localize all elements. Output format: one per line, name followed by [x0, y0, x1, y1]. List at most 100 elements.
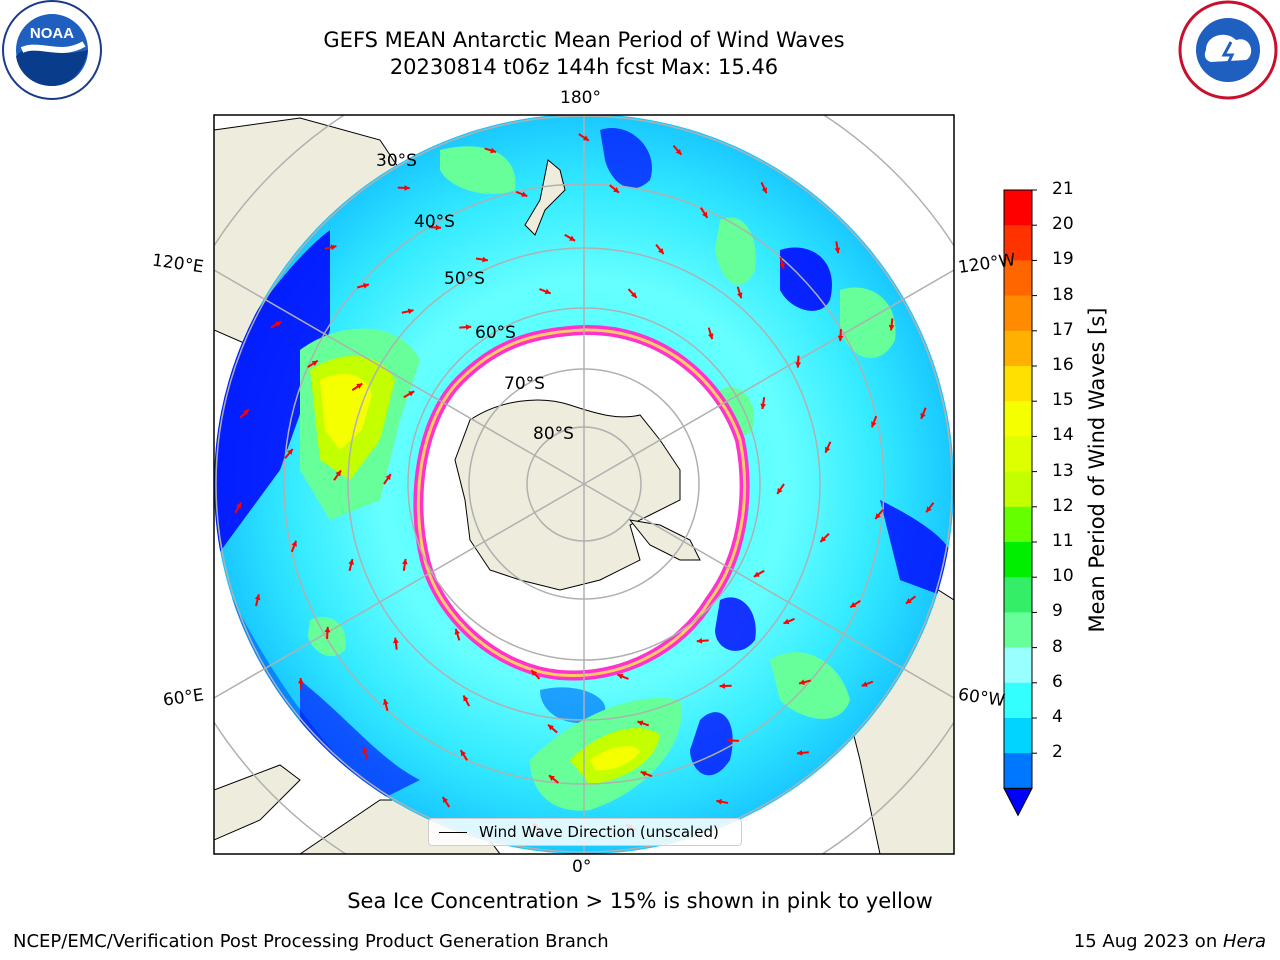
colorbar-segment — [1004, 471, 1032, 508]
lat-label-70s: 70°S — [504, 374, 545, 394]
wind-arrow-head — [613, 187, 620, 193]
wind-arrow-head — [779, 263, 785, 269]
chart-title: GEFS MEAN Antarctic Mean Period of Wind … — [323, 28, 845, 52]
wind-arrow-head — [569, 235, 576, 241]
footer-machine: Hera — [1222, 931, 1266, 952]
colorbar-tick-label: 12 — [1052, 495, 1074, 516]
wind-arrow-head — [275, 321, 282, 327]
wind-arrow-head — [311, 360, 318, 366]
wind-arrow-head — [335, 470, 341, 477]
lat-label-80s: 80°S — [533, 424, 574, 444]
wind-arrow-head — [795, 362, 801, 368]
wind-arrow-head — [761, 187, 767, 194]
wind-arrow-head — [363, 283, 369, 289]
wind-arrow-head — [753, 571, 760, 577]
lat-label-50s: 50°S — [444, 269, 485, 289]
colorbar-tick-label: 21 — [1052, 179, 1074, 199]
new-zealand-land — [524, 159, 566, 236]
wind-arrow-head — [544, 288, 551, 295]
wind-arrow-head — [640, 771, 647, 777]
wind-arrow-head — [297, 678, 304, 684]
colorbar-segment — [1004, 647, 1032, 684]
wind-arrow-head — [408, 391, 415, 397]
wind-arrow-head — [824, 446, 831, 453]
wind-arrow-head — [630, 292, 637, 298]
lon-label-180: 180° — [560, 88, 601, 108]
colorbar-segment — [1004, 225, 1032, 261]
wind-arrow-head — [796, 750, 803, 756]
colorbar-tick-label: 2 — [1052, 742, 1063, 763]
colorbar-segment — [1004, 260, 1032, 297]
colorbar-segment — [1004, 436, 1032, 473]
wind-arrow-head — [736, 292, 743, 299]
colorbar-tick-label: 15 — [1052, 390, 1074, 411]
colorbar-segment — [1004, 542, 1032, 578]
wind-arrow-head — [385, 474, 391, 481]
wind-arrow-head — [465, 324, 472, 331]
wind-arrow-head — [905, 598, 912, 604]
wind-arrow-head — [287, 448, 293, 455]
colorbar-tick-label: 11 — [1052, 531, 1074, 551]
colorbar-tick-label: 18 — [1052, 284, 1074, 305]
colorbar-segment — [1004, 330, 1032, 367]
wind-arrow-head — [404, 185, 410, 191]
wind-arrow-head — [463, 695, 469, 702]
colorbar-segment — [1004, 295, 1032, 332]
wind-arrow-head — [726, 737, 733, 744]
wind-arrow-head — [926, 506, 932, 513]
colorbar-segment — [1004, 366, 1032, 402]
wind-arrow-head — [820, 536, 827, 543]
wind-arrow-head — [362, 747, 368, 754]
colorbar — [1003, 189, 1037, 817]
wind-arrow-head — [407, 308, 414, 315]
wind-arrow-head — [548, 775, 555, 781]
wind-arrow-head — [875, 513, 881, 520]
colorbar-segment — [1004, 401, 1032, 437]
wind-arrow-head — [482, 256, 488, 263]
lat-label-30s: 30°S — [376, 151, 417, 171]
legend-line-swatch — [439, 832, 467, 833]
madagascar-land — [214, 764, 301, 841]
wind-arrow-head — [888, 324, 895, 331]
wind-arrow-head — [617, 673, 624, 680]
wind-arrow-head — [460, 750, 466, 757]
wind-arrow-head — [243, 409, 249, 416]
lat-label-40s: 40°S — [414, 212, 455, 232]
wind-arrow-head — [920, 412, 926, 419]
wind-direction-arrows — [234, 133, 935, 833]
wind-arrow-head — [330, 244, 337, 251]
colorbar-tick-label: 13 — [1052, 460, 1074, 481]
wind-arrow-head — [531, 670, 538, 676]
colorbar-segment — [1004, 682, 1032, 719]
wind-arrow-head — [454, 628, 461, 635]
colorbar-tick-label: 9 — [1052, 601, 1063, 622]
colorbar-tick-label: 8 — [1052, 636, 1063, 657]
map-legend: Wind Wave Direction (unscaled) — [428, 818, 742, 846]
colorbar-tick-label: 17 — [1052, 319, 1074, 340]
wind-arrow-head — [254, 594, 261, 601]
colorbar-extend-triangle — [1003, 787, 1033, 817]
colorbar-tick-label: 10 — [1052, 566, 1074, 587]
wind-arrow-head — [871, 421, 877, 428]
wind-arrow-head — [637, 720, 644, 726]
wind-arrow-head — [675, 148, 682, 155]
wind-arrow-head — [435, 224, 442, 231]
chart-subtitle: 20230814 t06z 144h fcst Max: 15.46 — [389, 55, 779, 79]
wind-arrow-head — [799, 679, 805, 685]
lon-label-0: 0° — [572, 857, 592, 877]
wind-arrow-head — [324, 626, 331, 633]
colorbar-segment — [1004, 190, 1032, 226]
wind-arrow-head — [783, 618, 790, 625]
wind-arrow-head — [393, 637, 399, 644]
wind-arrow-head — [702, 211, 708, 218]
colorbar-tick-label: 4 — [1052, 707, 1063, 727]
colorbar-segment — [1004, 612, 1032, 649]
colorbar-tick-label: 14 — [1052, 425, 1074, 446]
wind-arrow-head — [850, 602, 857, 608]
wind-arrow-head — [861, 681, 868, 687]
wind-arrow-head — [490, 147, 497, 154]
nws-logo — [1176, 0, 1280, 108]
wind-arrow-head — [837, 335, 844, 342]
wind-arrow-head — [834, 247, 841, 254]
